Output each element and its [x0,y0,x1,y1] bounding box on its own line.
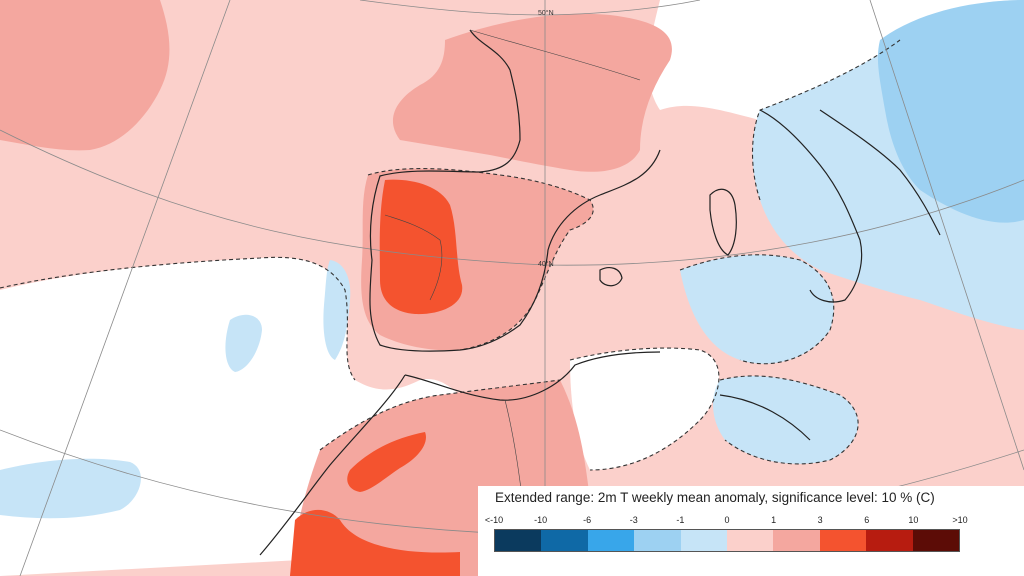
legend-panel: Extended range: 2m T weekly mean anomaly… [478,486,1024,576]
legend-tick-label: -1 [676,515,685,525]
legend-swatch [819,530,867,551]
legend-tick-label: 3 [817,515,823,525]
legend-tick-label: 10 [908,515,919,525]
legend-swatch [495,530,542,551]
latitude-label-50n: 50°N [538,9,554,17]
legend-tick-label: >10 [952,515,968,525]
strong-warm-anomaly-region-south [290,509,460,576]
cool-anomaly-region-central-med [680,254,834,364]
legend-tick-labels: <-10 -10 -6 -3 -1 0 1 3 6 10 >10 [478,515,1024,527]
legend-tick-label: -6 [583,515,592,525]
legend-tick-label: 1 [771,515,777,525]
neutral-anomaly-region-sahara [570,348,719,470]
legend-swatch [587,530,635,551]
legend-swatch [680,530,728,551]
legend-tick-label: -10 [534,515,548,525]
legend-swatch [912,530,960,551]
warm-anomaly-region-france [392,13,672,172]
legend-swatch [866,530,913,551]
significance-contours [0,39,901,471]
strong-warm-anomaly-region-north-africa [347,432,426,492]
legend-swatch [541,530,588,551]
legend-swatch [773,530,820,551]
legend-title: Extended range: 2m T weekly mean anomaly… [495,490,935,505]
legend-tick-label: -3 [629,515,638,525]
legend-swatch [727,530,774,551]
legend-color-bar [494,529,960,552]
legend-tick-label: 0 [724,515,730,525]
warm-anomaly-region-north-atlantic [0,0,170,151]
legend-swatch [634,530,681,551]
cool-anomaly-region-balkans [877,0,1024,223]
cool-anomaly-patch-atlantic [225,314,262,372]
legend-tick-label: <-10 [484,515,504,525]
strong-warm-anomaly-region-iberia [379,179,463,315]
cool-anomaly-patch-portugal-coast [323,260,351,360]
latitude-label-40n: 40°N [538,260,554,268]
cool-anomaly-patch-southwest [0,458,141,519]
coastlines [259,29,941,556]
legend-tick-label: 6 [864,515,870,525]
